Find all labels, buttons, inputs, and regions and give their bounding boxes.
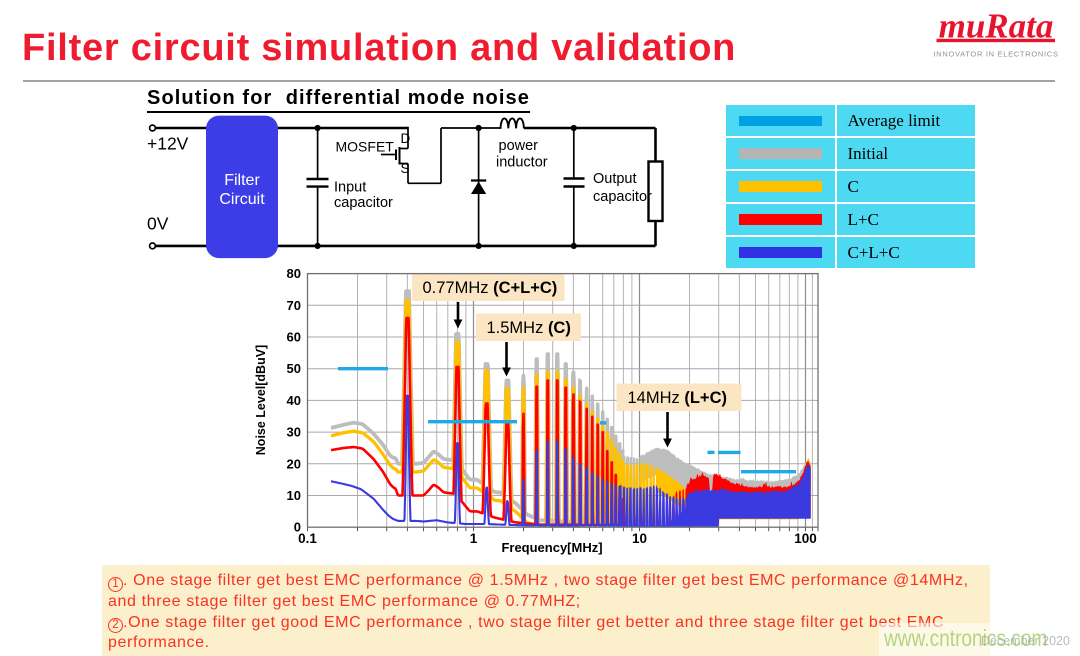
svg-text:Output: Output [593, 171, 637, 187]
svg-text:MOSFET: MOSFET [336, 139, 395, 155]
svg-text:capacitor: capacitor [593, 189, 652, 205]
svg-text:Frequency[MHz]: Frequency[MHz] [501, 540, 602, 555]
svg-text:Noise Level[dBuV]: Noise Level[dBuV] [254, 345, 268, 455]
svg-text:1: 1 [470, 531, 478, 546]
svg-text:40: 40 [287, 393, 301, 408]
svg-text:Filter: Filter [224, 172, 260, 189]
svg-text:14MHz (L+C): 14MHz (L+C) [628, 389, 727, 407]
svg-text:10: 10 [287, 488, 301, 503]
svg-text:capacitor: capacitor [334, 195, 393, 211]
svg-text:80: 80 [287, 266, 301, 281]
svg-text:60: 60 [287, 330, 301, 345]
svg-text:inductor: inductor [496, 155, 548, 171]
svg-text:10: 10 [632, 531, 647, 546]
svg-text:0.1: 0.1 [298, 531, 317, 546]
svg-text:D: D [401, 131, 411, 146]
svg-text:S: S [401, 161, 410, 176]
svg-text:Circuit: Circuit [219, 191, 265, 208]
svg-text:0.77MHz (C+L+C): 0.77MHz (C+L+C) [423, 279, 558, 297]
svg-text:power: power [499, 138, 539, 154]
svg-text:100: 100 [794, 531, 817, 546]
svg-text:Input: Input [334, 180, 366, 196]
svg-text:30: 30 [287, 425, 301, 440]
svg-text:70: 70 [287, 298, 301, 313]
svg-text:INNOVATOR IN ELECTRONICS: INNOVATOR IN ELECTRONICS [933, 50, 1058, 59]
svg-text:20: 20 [287, 456, 301, 471]
svg-text:50: 50 [287, 361, 301, 376]
svg-text:+12V: +12V [147, 134, 189, 154]
svg-text:1.5MHz (C): 1.5MHz (C) [487, 319, 571, 337]
svg-text:0: 0 [294, 520, 301, 535]
svg-text:0V: 0V [147, 214, 169, 234]
